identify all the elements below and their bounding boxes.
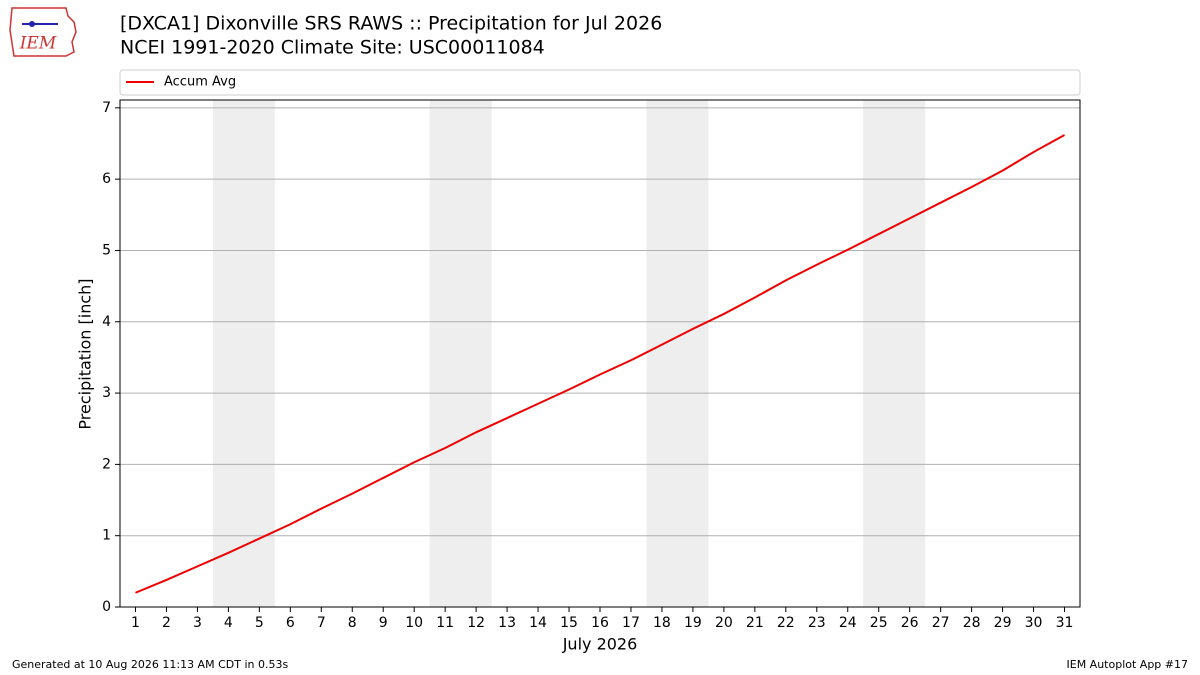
legend-box bbox=[119, 69, 1081, 96]
y-axis-label: Precipitation [inch] bbox=[76, 278, 95, 429]
x-axis-label: July 2026 bbox=[562, 635, 638, 654]
x-tick-label: 9 bbox=[379, 615, 388, 631]
weekend-shade bbox=[212, 100, 275, 607]
y-tick-label: 7 bbox=[102, 100, 111, 116]
plot-frame bbox=[119, 99, 1081, 608]
x-tick-label: 16 bbox=[591, 615, 609, 631]
logo-text: IEM bbox=[19, 34, 57, 54]
x-tick-label: 25 bbox=[870, 615, 888, 631]
y-tick-label: 0 bbox=[102, 599, 111, 615]
x-tick-label: 22 bbox=[777, 615, 795, 631]
y-tick-label: 6 bbox=[102, 171, 111, 187]
x-tick-label: 17 bbox=[622, 615, 640, 631]
chart-subtitle: NCEI 1991-2020 Climate Site: USC00011084 bbox=[120, 37, 545, 59]
weekend-shade bbox=[429, 100, 492, 607]
x-tick-label: 8 bbox=[348, 615, 357, 631]
x-tick-label: 30 bbox=[1025, 615, 1043, 631]
x-tick-label: 7 bbox=[317, 615, 326, 631]
x-tick-label: 24 bbox=[839, 615, 857, 631]
x-tick-label: 29 bbox=[994, 615, 1012, 631]
logo: IEM bbox=[9, 7, 77, 57]
x-tick-label: 10 bbox=[405, 615, 423, 631]
logo-dot bbox=[29, 21, 35, 27]
series-line bbox=[135, 134, 1066, 594]
x-tick-label: 18 bbox=[653, 615, 671, 631]
x-tick-label: 12 bbox=[467, 615, 485, 631]
footer-left: Generated at 10 Aug 2026 11:13 AM CDT in… bbox=[12, 658, 288, 671]
x-tick-label: 19 bbox=[684, 615, 702, 631]
y-tick-label: 1 bbox=[102, 528, 111, 544]
x-tick-label: 21 bbox=[746, 615, 764, 631]
x-tick-label: 15 bbox=[560, 615, 578, 631]
y-tick-label: 5 bbox=[102, 242, 111, 258]
chart-title: [DXCA1] Dixonville SRS RAWS :: Precipita… bbox=[120, 13, 662, 35]
y-tick-label: 2 bbox=[102, 456, 111, 472]
x-tick-label: 27 bbox=[932, 615, 950, 631]
x-tick-label: 6 bbox=[286, 615, 295, 631]
legend-label: Accum Avg bbox=[164, 75, 236, 90]
logo-outline bbox=[9, 7, 77, 57]
weekend-shade bbox=[646, 100, 709, 607]
y-tick-label: 4 bbox=[102, 314, 111, 330]
x-tick-label: 5 bbox=[255, 615, 264, 631]
x-tick-label: 13 bbox=[498, 615, 516, 631]
x-tick-label: 2 bbox=[162, 615, 171, 631]
footer-right: IEM Autoplot App #17 bbox=[1067, 658, 1189, 671]
x-tick-label: 11 bbox=[436, 615, 454, 631]
weekend-shade bbox=[863, 100, 926, 607]
x-tick-label: 1 bbox=[131, 615, 140, 631]
x-tick-label: 14 bbox=[529, 615, 547, 631]
x-tick-label: 26 bbox=[901, 615, 919, 631]
x-tick-label: 20 bbox=[715, 615, 733, 631]
x-tick-label: 31 bbox=[1056, 615, 1074, 631]
x-tick-label: 4 bbox=[224, 615, 233, 631]
x-tick-label: 23 bbox=[808, 615, 826, 631]
x-tick-label: 3 bbox=[193, 615, 202, 631]
y-tick-label: 3 bbox=[102, 385, 111, 401]
x-tick-label: 28 bbox=[963, 615, 981, 631]
